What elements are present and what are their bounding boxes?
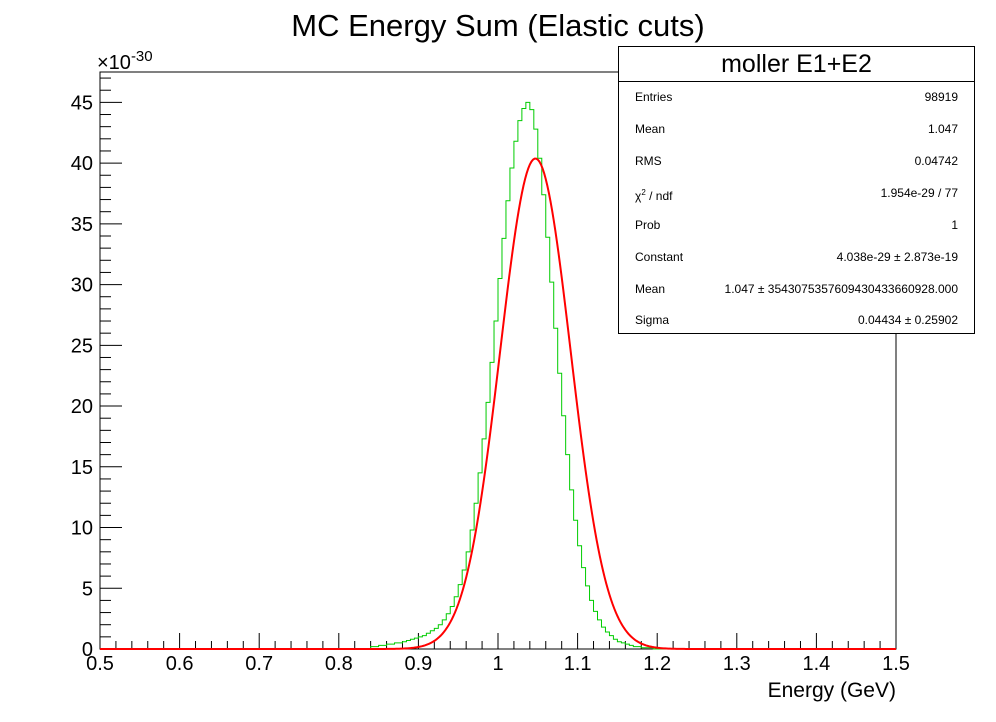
x-tick-label: 0.7 bbox=[245, 653, 273, 675]
stats-label: Constant bbox=[635, 250, 684, 264]
y-tick-label: 10 bbox=[71, 518, 93, 540]
x-tick-label: 0.6 bbox=[166, 653, 194, 675]
y-tick-label: 15 bbox=[71, 457, 93, 479]
x-tick-label: 1.5 bbox=[882, 653, 910, 675]
stats-title: moller E1+E2 bbox=[619, 47, 974, 82]
stats-row-prob: Prob 1 bbox=[635, 215, 958, 235]
stats-value: 1.954e-29 / 77 bbox=[880, 186, 958, 200]
y-tick-label: 5 bbox=[82, 578, 93, 600]
chi2-label: χ2 / ndf bbox=[635, 188, 673, 203]
stats-label: Entries bbox=[635, 90, 673, 104]
stats-label: Mean bbox=[635, 122, 666, 136]
stats-row-rms: RMS 0.04742 bbox=[635, 151, 958, 171]
stats-row-sigma: Sigma 0.04434 ± 0.25902 bbox=[635, 310, 958, 330]
stats-value: 0.04434 ± 0.25902 bbox=[857, 313, 958, 327]
stats-row-constant: Constant 4.038e-29 ± 2.873e-19 bbox=[635, 247, 958, 267]
stats-value: 1 bbox=[951, 218, 958, 232]
y-tick-label: 25 bbox=[71, 335, 93, 357]
stats-value: 0.04742 bbox=[914, 154, 958, 168]
y-exponent-label: ×10-30 bbox=[97, 48, 153, 74]
y-tick-label: 35 bbox=[71, 214, 93, 236]
stats-row-entries: Entries 98919 bbox=[635, 87, 958, 107]
y-tick-label: 20 bbox=[71, 396, 93, 418]
stats-row-mean: Mean 1.047 bbox=[635, 119, 958, 139]
x-tick-label: 0.9 bbox=[404, 653, 432, 675]
histogram-green-series bbox=[100, 101, 896, 650]
stats-label: χ2 / ndf bbox=[635, 183, 672, 206]
stats-label: Mean bbox=[635, 282, 666, 296]
y-exponent-power: -30 bbox=[131, 48, 153, 65]
stats-row-fit-mean: Mean 1.047 ± 354307535760943043366092​8.… bbox=[635, 279, 958, 299]
y-exponent-base: ×10 bbox=[97, 52, 131, 74]
stats-value: 1.047 bbox=[927, 122, 958, 136]
x-tick-label: 0.5 bbox=[86, 653, 114, 675]
x-tick-label: 1.4 bbox=[802, 653, 830, 675]
x-tick-label: 1 bbox=[492, 653, 503, 675]
y-tick-label: 45 bbox=[71, 92, 93, 114]
stats-row-chi2: χ2 / ndf 1.954e-29 / 77 bbox=[635, 183, 958, 203]
y-tick-label: 30 bbox=[71, 275, 93, 297]
chart-title: MC Energy Sum (Elastic cuts) bbox=[291, 8, 704, 43]
x-axis-label: Energy (GeV) bbox=[768, 679, 896, 702]
stats-value: 1.047 ± 354307535760943043366092​8.000 bbox=[724, 282, 958, 296]
y-tick-label: 0 bbox=[82, 639, 93, 661]
gaussian-fit-red-curve bbox=[100, 157, 896, 650]
stats-label: RMS bbox=[635, 154, 662, 168]
y-tick-label: 40 bbox=[71, 153, 93, 175]
stats-value: 4.038e-29 ± 2.873e-19 bbox=[836, 250, 958, 264]
x-tick-label: 1.3 bbox=[723, 653, 751, 675]
stats-label: Sigma bbox=[635, 313, 670, 327]
axes: 0.5 0.6 0.7 0.8 0.9 1 1.1 1.2 1.3 1.4 1.5 0 5 10 15 20 2… bbox=[71, 77, 910, 675]
stats-box: moller E1+E2 Entries 98919 Mean 1.047 RM… bbox=[618, 46, 975, 334]
x-tick-label: 1.1 bbox=[564, 653, 592, 675]
x-tick-label: 0.8 bbox=[325, 653, 353, 675]
stats-label: Prob bbox=[635, 218, 661, 232]
stats-value: 98919 bbox=[924, 90, 958, 104]
x-tick-label: 1.2 bbox=[643, 653, 671, 675]
